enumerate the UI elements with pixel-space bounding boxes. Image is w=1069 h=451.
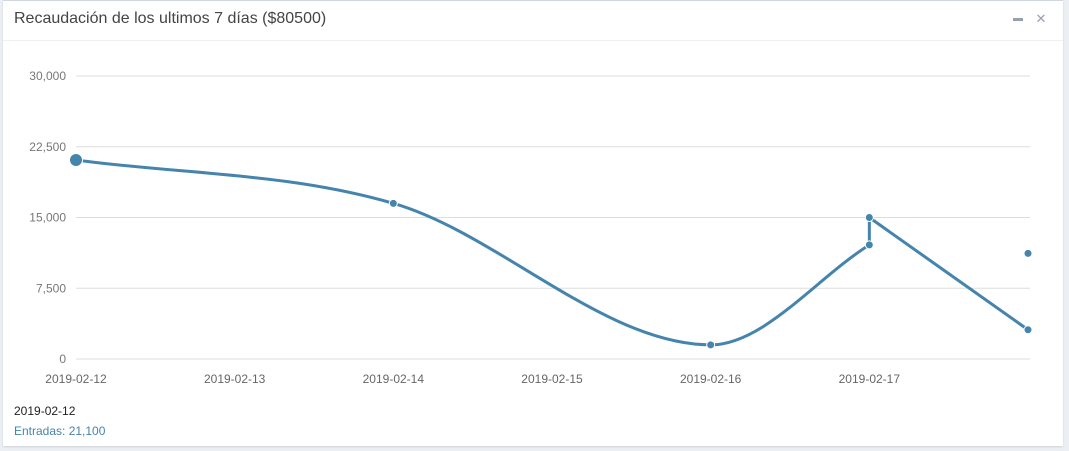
data-point (388, 198, 398, 208)
x-tick-label: 2019-02-14 (363, 372, 425, 386)
hover-legend-number: 21,100 (68, 424, 106, 438)
chart-panel: Recaudación de los ultimos 7 días ($8050… (3, 0, 1063, 446)
data-point (864, 213, 874, 222)
hover-legend-separator: : (62, 424, 69, 438)
y-tick-label: 15,000 (29, 211, 66, 225)
x-tick-label: 2019-02-17 (839, 372, 901, 386)
line-chart: 0 7,500 15,000 22,500 30,000 2019-02-12 2019-0… (29, 69, 1033, 386)
hover-legend: 2019-02-12 Entradas: 21,100 (14, 401, 105, 441)
panel-title: Recaudación de los ultimos 7 días ($8050… (14, 10, 327, 27)
y-tick-label: 30,000 (29, 69, 66, 83)
x-tick-label: 2019-02-15 (521, 372, 583, 386)
x-tick-label: 2019-02-16 (680, 372, 742, 386)
x-tick-label: 2019-02-13 (204, 372, 266, 386)
data-point-highlighted (69, 152, 83, 167)
minus-icon[interactable] (1009, 9, 1027, 29)
hover-legend-series: Entradas (14, 424, 63, 438)
hover-legend-date: 2019-02-12 (14, 404, 76, 418)
y-tick-label: 0 (59, 352, 66, 366)
data-point (1023, 248, 1033, 258)
y-tick-label: 7,500 (36, 281, 66, 295)
hover-legend-value: Entradas: 21,100 (14, 421, 105, 441)
y-tick-label: 22,500 (29, 140, 66, 154)
panel-header: Recaudación de los ultimos 7 días ($8050… (3, 1, 1063, 41)
data-point (864, 240, 874, 250)
data-point (1023, 325, 1033, 335)
x-tick-label: 2019-02-12 (45, 372, 107, 386)
times-icon[interactable]: ✕ (1035, 11, 1047, 26)
data-point (706, 340, 716, 350)
series-line-entradas (75, 158, 1029, 347)
